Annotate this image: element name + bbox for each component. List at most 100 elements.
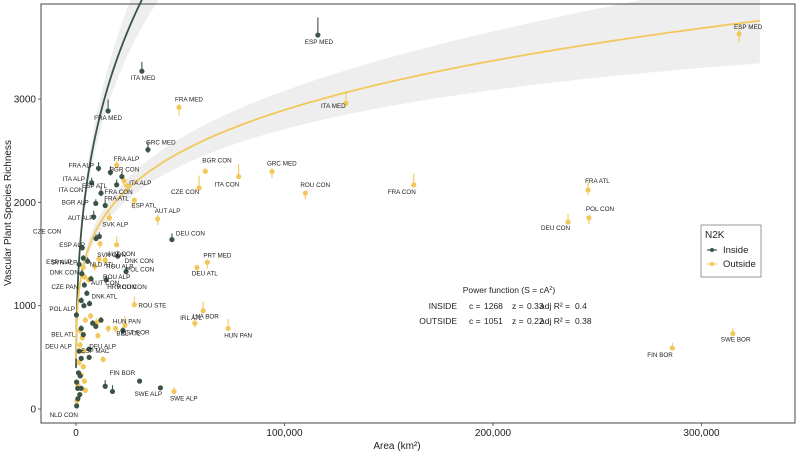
data-point-inside[interactable] [84, 290, 90, 296]
data-point-inside[interactable] [93, 323, 99, 329]
data-point-inside[interactable] [73, 311, 80, 318]
data-point-outside[interactable] [200, 301, 206, 314]
data-point-inside[interactable] [76, 348, 82, 354]
data-point-inside[interactable] [76, 261, 82, 267]
data-point-inside[interactable] [169, 233, 175, 243]
data-point-inside[interactable] [109, 385, 116, 395]
legend-item-inside[interactable]: Inside [707, 245, 748, 256]
data-point-outside[interactable] [730, 328, 736, 337]
data-point-outside[interactable] [585, 181, 591, 196]
point-label: ESP ALP [46, 259, 72, 266]
data-point-inside[interactable] [120, 327, 126, 334]
data-point-inside[interactable] [114, 179, 120, 188]
data-point-outside[interactable] [106, 211, 112, 221]
data-point-inside[interactable] [123, 267, 129, 275]
data-point-inside[interactable] [81, 281, 87, 288]
data-point-inside[interactable] [98, 186, 104, 197]
data-point-inside[interactable] [95, 162, 102, 172]
data-point-inside[interactable] [79, 244, 85, 251]
data-point-inside[interactable] [86, 300, 93, 307]
data-point-inside[interactable] [89, 177, 95, 186]
y-tick-label: 1000 [14, 301, 37, 312]
data-point-outside[interactable] [155, 214, 161, 226]
point-marker [80, 348, 86, 354]
data-point-outside[interactable] [176, 104, 182, 116]
data-point-inside[interactable] [74, 379, 80, 385]
legend-item-outside[interactable]: Outside [707, 259, 756, 270]
data-point-outside[interactable] [114, 161, 120, 170]
data-point-inside[interactable] [102, 380, 108, 389]
data-point-outside[interactable] [302, 190, 308, 200]
data-point-inside[interactable] [98, 317, 104, 323]
data-point-outside[interactable] [82, 387, 88, 394]
data-point-outside[interactable] [92, 262, 98, 271]
data-point-outside[interactable] [225, 319, 231, 332]
data-point-outside[interactable] [102, 256, 108, 265]
data-point-outside[interactable] [80, 264, 86, 271]
data-point-outside[interactable] [196, 175, 202, 191]
data-point-inside[interactable] [80, 255, 86, 261]
data-point-inside[interactable] [78, 355, 84, 361]
data-point-outside[interactable] [269, 168, 275, 179]
data-point-inside[interactable] [105, 99, 111, 114]
data-point-outside[interactable] [736, 23, 742, 43]
data-point-outside[interactable] [95, 332, 101, 339]
data-point-outside[interactable] [565, 213, 571, 225]
data-point-outside[interactable] [82, 317, 88, 324]
data-point-outside[interactable] [76, 359, 82, 366]
data-point-outside[interactable] [411, 173, 417, 188]
data-point-inside[interactable] [136, 378, 143, 384]
data-point-inside[interactable] [115, 251, 121, 259]
data-point-outside[interactable] [202, 168, 208, 175]
data-point-outside[interactable] [80, 348, 86, 355]
data-point-inside[interactable] [86, 346, 92, 352]
data-point-inside[interactable] [81, 302, 87, 309]
data-point-inside[interactable] [80, 332, 86, 338]
data-point-inside[interactable] [157, 385, 164, 391]
data-point-outside[interactable] [586, 215, 592, 225]
data-point-outside[interactable] [114, 236, 120, 248]
data-point-inside[interactable] [315, 17, 321, 38]
data-point-outside[interactable] [122, 316, 128, 328]
data-point-inside[interactable] [74, 403, 80, 409]
data-point-outside[interactable] [113, 325, 119, 333]
data-point-outside[interactable] [87, 312, 94, 320]
data-point-inside[interactable] [78, 297, 84, 304]
data-point-outside[interactable] [204, 259, 210, 269]
data-point-inside[interactable] [77, 391, 83, 398]
data-point-outside[interactable] [171, 387, 177, 395]
data-point-outside[interactable] [124, 182, 130, 193]
data-point-inside[interactable] [75, 396, 81, 402]
data-point-outside[interactable] [131, 296, 137, 308]
data-point-outside[interactable] [96, 255, 102, 266]
data-point-inside[interactable] [103, 275, 109, 283]
data-point-outside[interactable] [194, 264, 200, 275]
data-point-inside[interactable] [78, 325, 84, 332]
data-point-inside[interactable] [88, 275, 94, 282]
data-point-inside[interactable] [86, 354, 92, 360]
data-point-outside[interactable] [192, 319, 198, 328]
data-point-outside[interactable] [343, 90, 349, 106]
data-point-outside[interactable] [100, 356, 106, 363]
data-point-inside[interactable] [91, 210, 97, 220]
data-point-outside[interactable] [77, 341, 83, 349]
data-point-inside[interactable] [139, 61, 145, 74]
data-point-outside[interactable] [80, 363, 86, 370]
data-point-outside[interactable] [105, 325, 111, 333]
data-point-outside[interactable] [236, 164, 242, 180]
data-point-inside[interactable] [107, 166, 114, 176]
fit-line-inside [75, 0, 143, 368]
data-point-inside[interactable] [145, 141, 151, 153]
data-point-outside[interactable] [131, 197, 137, 209]
data-point-inside[interactable] [119, 171, 125, 180]
data-point-inside[interactable] [85, 257, 91, 264]
data-point-outside[interactable] [81, 378, 87, 385]
data-point-inside[interactable] [102, 200, 108, 209]
data-point-inside[interactable] [93, 199, 99, 207]
data-point-outside[interactable] [97, 240, 103, 248]
data-point-inside[interactable] [79, 269, 85, 277]
data-point-inside[interactable] [78, 385, 84, 391]
data-point-inside[interactable] [96, 232, 102, 240]
data-point-outside[interactable] [669, 342, 675, 351]
data-point-inside[interactable] [77, 373, 83, 379]
